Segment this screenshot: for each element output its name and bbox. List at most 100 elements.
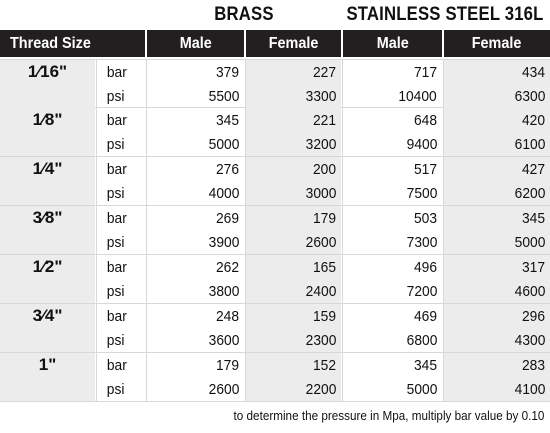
column-divider — [146, 255, 147, 303]
column-header-brass-female: Female — [246, 30, 341, 57]
thread-size-group: 1" bar 179 152 345 283 psi 2600 2200 5000 4100 — [0, 353, 550, 402]
thread-size-label: 3⁄8" — [0, 206, 95, 254]
bar-ss-female-value: 345 — [444, 206, 550, 230]
psi-brass-male-value: 2600 — [208, 380, 239, 398]
thread-size-label: 1" — [0, 353, 95, 401]
column-divider — [96, 353, 97, 401]
psi-unit-label: psi — [106, 331, 125, 349]
psi-brass-female-value: 3300 — [246, 84, 341, 108]
psi-unit-label: psi — [106, 233, 125, 251]
column-divider — [342, 353, 343, 401]
thread-size-group: 3⁄8" bar 269 179 503 345 psi 3900 2600 7300 5000 — [0, 206, 550, 255]
column-divider — [342, 60, 343, 108]
column-header-row: Thread Size Male Female Male Female — [0, 30, 550, 57]
thread-size-group: 1⁄2" bar 262 165 496 317 psi 3800 2400 7200 4600 — [0, 255, 550, 304]
column-divider — [443, 304, 444, 352]
column-divider — [146, 157, 147, 205]
bar-ss-male-value: 469 — [413, 307, 437, 325]
bar-brass-male-value: 248 — [215, 307, 239, 325]
psi-brass-female-value: 2600 — [246, 230, 341, 254]
thread-size-label: 3⁄4" — [0, 304, 95, 352]
bar-ss-female-value: 317 — [444, 255, 550, 279]
psi-brass-female-value: 3000 — [246, 181, 341, 205]
psi-brass-male-value: 5000 — [208, 135, 239, 153]
psi-brass-male-value: 3900 — [208, 233, 239, 251]
psi-ss-male-value: 6800 — [406, 331, 437, 349]
pressure-table-body: 1⁄16" bar 379 227 717 434 psi 5500 3300 10400 6300… — [0, 59, 550, 402]
bar-ss-male-value: 345 — [413, 356, 437, 374]
psi-ss-male-value: 7300 — [406, 233, 437, 251]
bar-brass-male-value: 269 — [215, 209, 239, 227]
bar-brass-male-value: 276 — [215, 160, 239, 178]
psi-ss-male-value: 5000 — [406, 380, 437, 398]
bar-ss-male-value: 648 — [413, 111, 437, 129]
column-divider — [342, 157, 343, 205]
psi-brass-male-value: 5500 — [208, 87, 239, 105]
column-divider — [443, 60, 444, 108]
bar-brass-male-value: 379 — [215, 63, 239, 81]
psi-unit-label: psi — [106, 135, 125, 153]
column-divider — [96, 157, 97, 205]
psi-unit-label: psi — [106, 282, 125, 300]
column-divider — [342, 304, 343, 352]
psi-unit-label: psi — [106, 380, 125, 398]
column-divider — [146, 60, 147, 108]
psi-ss-female-value: 4600 — [444, 279, 550, 303]
column-header-ss-female: Female — [444, 30, 550, 57]
psi-ss-female-value: 4100 — [444, 377, 550, 401]
bar-brass-female-value: 227 — [246, 60, 341, 84]
column-divider — [342, 255, 343, 303]
bar-ss-female-value: 434 — [444, 60, 550, 84]
psi-ss-female-value: 6300 — [444, 84, 550, 108]
psi-brass-female-value: 2400 — [246, 279, 341, 303]
bar-ss-male-value: 503 — [413, 209, 437, 227]
column-divider — [443, 206, 444, 254]
column-header-brass-male: Male — [147, 30, 244, 57]
column-divider — [245, 353, 246, 401]
group-header-stainless-steel: STAINLESS STEEL 316L — [346, 4, 544, 25]
column-divider — [245, 255, 246, 303]
bar-brass-female-value: 179 — [246, 206, 341, 230]
psi-ss-male-value: 10400 — [398, 87, 437, 105]
bar-brass-female-value: 165 — [246, 255, 341, 279]
column-divider — [96, 206, 97, 254]
thread-size-label: 1⁄2" — [0, 255, 95, 303]
bar-brass-male-value: 179 — [215, 356, 239, 374]
psi-brass-male-value: 3600 — [208, 331, 239, 349]
psi-brass-male-value: 3800 — [208, 282, 239, 300]
column-divider — [146, 108, 147, 156]
column-divider — [245, 108, 246, 156]
footnote: to determine the pressure in Mpa, multip… — [233, 408, 544, 423]
column-header-thread-size: Thread Size — [0, 30, 145, 57]
psi-unit-label: psi — [106, 184, 125, 202]
thread-size-label: 1⁄8" — [0, 108, 95, 156]
bar-ss-female-value: 427 — [444, 157, 550, 181]
bar-ss-female-value: 283 — [444, 353, 550, 377]
column-divider — [342, 206, 343, 254]
thread-size-group: 1⁄8" bar 345 221 648 420 psi 5000 3200 9400 6100 — [0, 108, 550, 157]
bar-unit-label: bar — [106, 307, 127, 325]
thread-size-group: 1⁄4" bar 276 200 517 427 psi 4000 3000 7500 6200 — [0, 157, 550, 206]
psi-brass-female-value: 2200 — [246, 377, 341, 401]
bar-unit-label: bar — [106, 111, 127, 129]
column-divider — [443, 108, 444, 156]
psi-ss-female-value: 5000 — [444, 230, 550, 254]
bar-unit-label: bar — [106, 63, 127, 81]
psi-ss-male-value: 7500 — [406, 184, 437, 202]
thread-size-group: 1⁄16" bar 379 227 717 434 psi 5500 3300 10400 6300 — [0, 59, 550, 108]
psi-ss-female-value: 6200 — [444, 181, 550, 205]
psi-brass-male-value: 4000 — [208, 184, 239, 202]
column-divider — [245, 206, 246, 254]
bar-ss-male-value: 496 — [413, 258, 437, 276]
group-header-brass: BRASS — [214, 4, 274, 25]
psi-ss-male-value: 9400 — [406, 135, 437, 153]
column-divider — [443, 353, 444, 401]
psi-ss-female-value: 4300 — [444, 328, 550, 352]
column-divider — [245, 304, 246, 352]
column-divider — [96, 304, 97, 352]
bar-unit-label: bar — [106, 160, 127, 178]
psi-unit-label: psi — [106, 87, 125, 105]
bar-brass-female-value: 159 — [246, 304, 341, 328]
column-divider — [245, 157, 246, 205]
bar-brass-female-value: 221 — [246, 108, 341, 132]
